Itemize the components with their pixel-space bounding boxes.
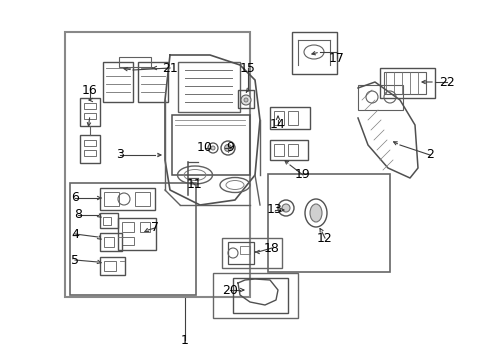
Text: 3: 3 [116, 148, 123, 162]
Bar [118, 218, 156, 250]
Bar [357, 85, 402, 110]
Bar [84, 140, 96, 146]
Bar [84, 103, 96, 109]
Bar [287, 144, 297, 156]
Ellipse shape [309, 204, 321, 222]
Bar [227, 242, 253, 264]
Text: 12: 12 [317, 231, 332, 244]
Bar [104, 237, 114, 247]
Bar [100, 188, 155, 210]
Text: 6: 6 [71, 192, 79, 204]
Text: 9: 9 [225, 141, 233, 154]
Bar [238, 90, 253, 108]
Bar [80, 98, 100, 126]
Bar [287, 111, 297, 125]
Circle shape [241, 95, 250, 105]
Text: 4: 4 [71, 228, 79, 240]
Bar [100, 213, 118, 228]
Text: 19: 19 [295, 168, 310, 181]
Bar [119, 57, 151, 67]
Bar [232, 278, 287, 313]
Text: 7: 7 [151, 221, 159, 234]
Bar [122, 222, 134, 232]
Text: 16: 16 [82, 84, 98, 96]
Bar [172, 115, 249, 175]
Text: 20: 20 [222, 284, 238, 297]
Bar [104, 192, 119, 206]
Bar [273, 111, 284, 125]
Bar [100, 233, 122, 251]
Text: 18: 18 [264, 242, 279, 255]
Bar [240, 246, 249, 254]
Text: 22: 22 [438, 76, 454, 89]
Bar [379, 68, 434, 98]
Bar [269, 140, 307, 160]
Bar [100, 257, 125, 275]
Bar [70, 183, 196, 295]
Bar [65, 32, 249, 297]
Bar [269, 107, 309, 129]
Text: 10: 10 [197, 141, 212, 154]
Text: 15: 15 [240, 62, 255, 75]
Bar [273, 144, 284, 156]
Circle shape [224, 144, 231, 152]
Text: 2: 2 [425, 148, 433, 162]
Bar [103, 217, 111, 225]
Text: 8: 8 [74, 208, 82, 221]
Bar [140, 222, 150, 232]
Bar [84, 150, 96, 156]
Bar [122, 237, 134, 245]
Bar [103, 62, 133, 102]
Bar [80, 135, 100, 163]
Bar [178, 62, 240, 112]
Bar [138, 62, 168, 102]
Bar [222, 238, 282, 268]
Bar [383, 72, 425, 94]
Text: 21: 21 [162, 62, 178, 75]
Bar [135, 192, 150, 206]
Text: 13: 13 [266, 203, 282, 216]
Text: 11: 11 [187, 179, 203, 192]
Text: 17: 17 [328, 51, 344, 64]
Text: 14: 14 [269, 118, 285, 131]
Circle shape [244, 98, 247, 102]
Bar [291, 32, 336, 74]
Text: 5: 5 [71, 253, 79, 266]
Text: 1: 1 [181, 333, 188, 346]
Bar [84, 113, 96, 119]
Circle shape [210, 146, 215, 150]
Bar [267, 174, 389, 272]
Bar [213, 273, 297, 318]
Bar [104, 261, 116, 271]
Circle shape [282, 204, 289, 212]
